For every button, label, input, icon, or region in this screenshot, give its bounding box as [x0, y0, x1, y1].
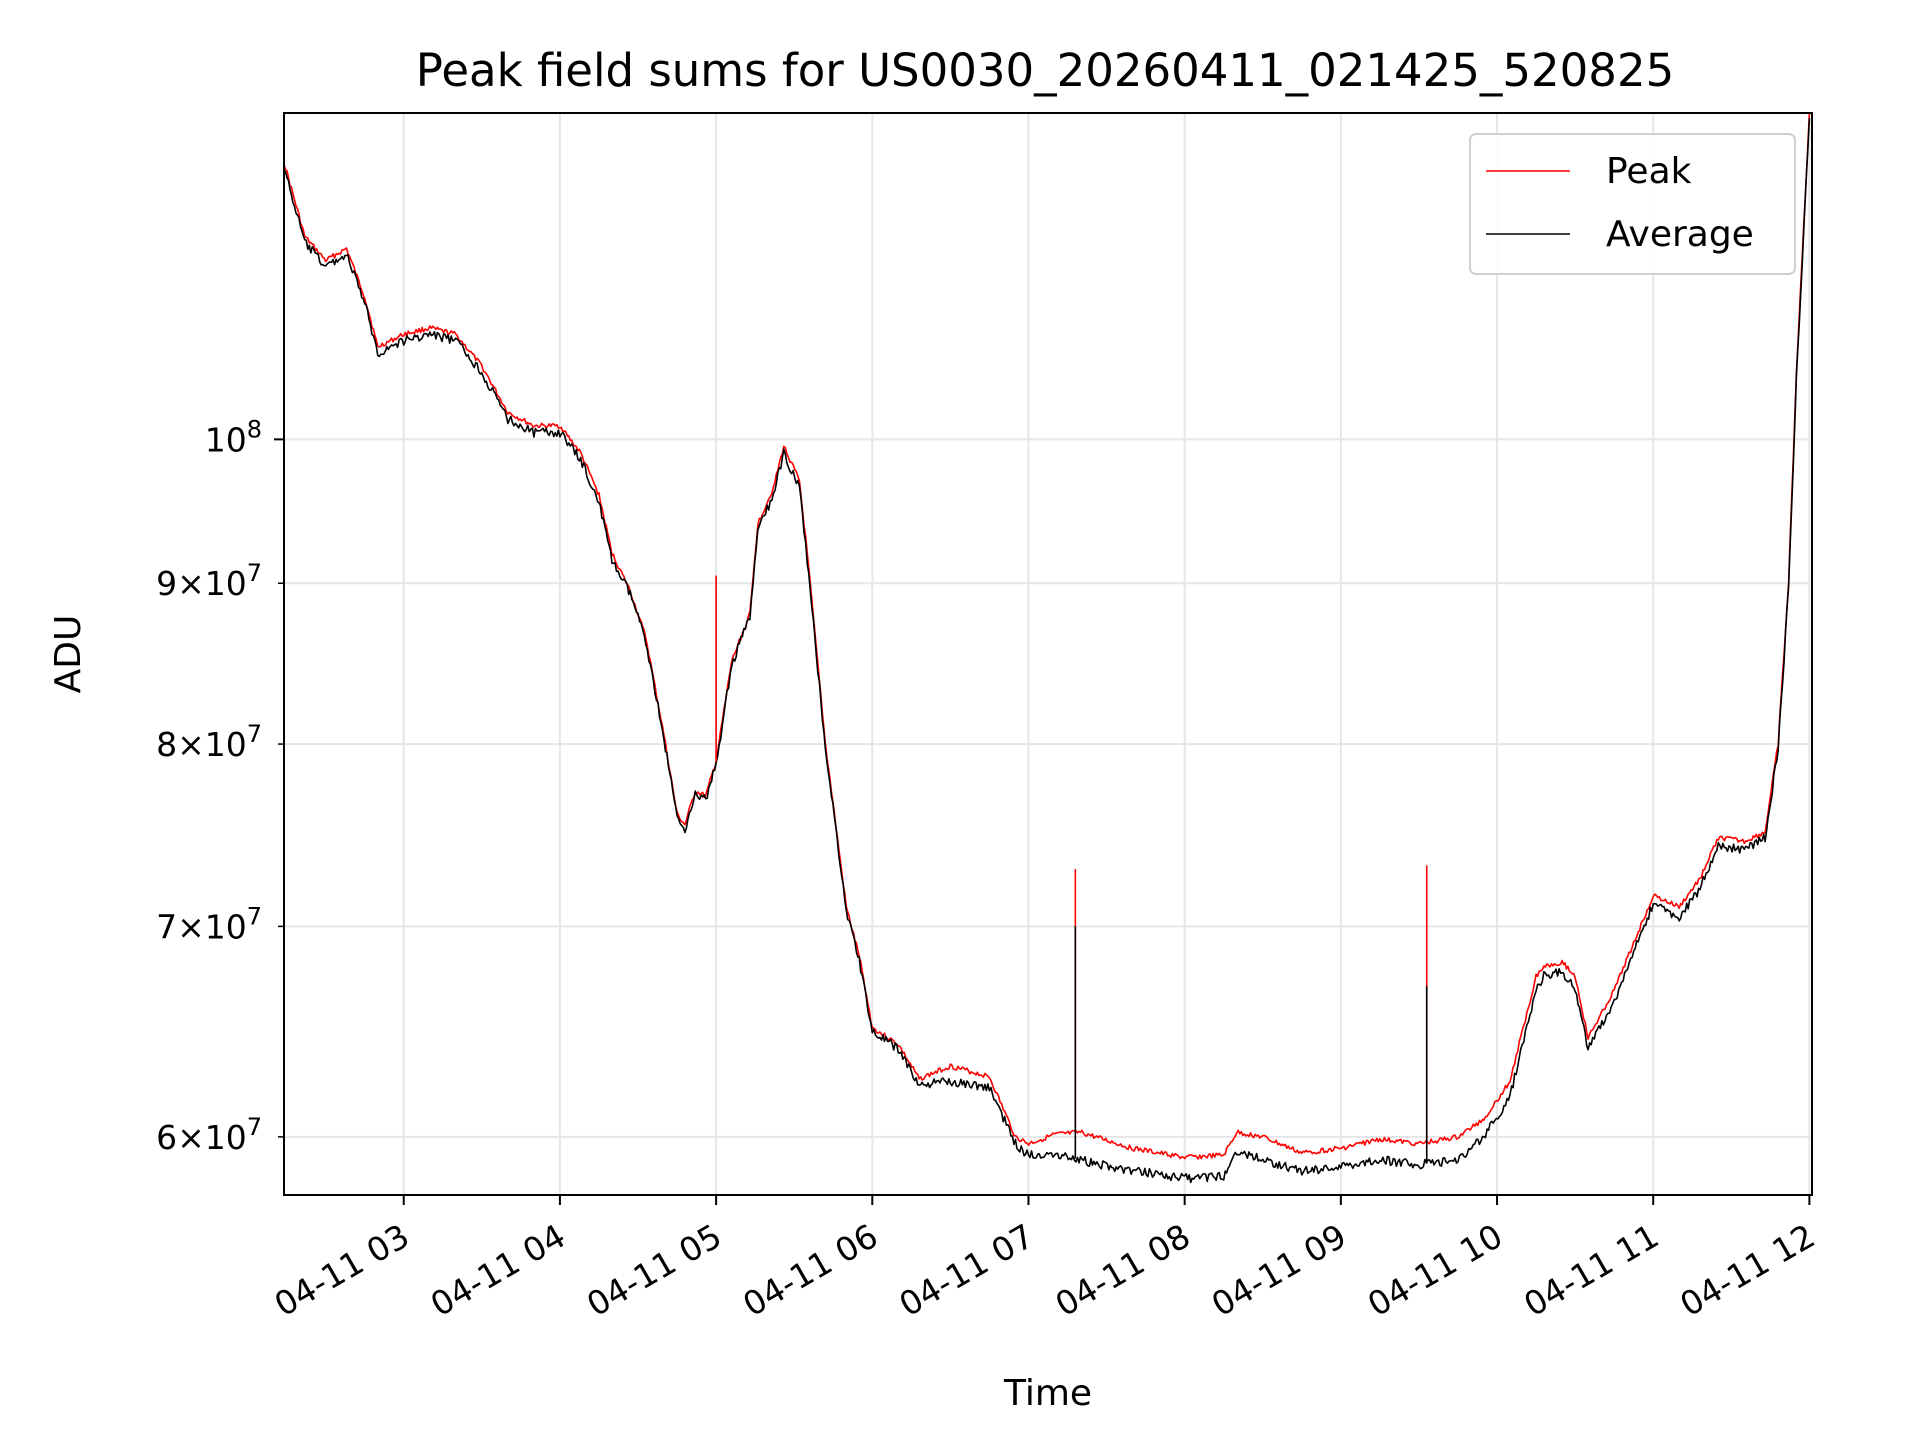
series-line-peak	[284, 113, 1811, 1160]
legend-label-peak: Peak	[1606, 151, 1692, 192]
series-line-average	[284, 118, 1811, 1184]
plot-frame	[283, 112, 1813, 1196]
y-tick-label: 8×107	[156, 720, 262, 764]
legend: Peak Average	[1469, 133, 1796, 275]
y-tick-label: 9×107	[156, 559, 262, 603]
chart-title: Peak field sums for US0030_20260411_0214…	[416, 44, 1674, 97]
series-layer	[284, 113, 1811, 1184]
y-tick-label: 6×107	[156, 1113, 262, 1157]
legend-label-average: Average	[1606, 214, 1754, 255]
y-axis-label: ADU	[48, 615, 89, 694]
legend-box	[1469, 133, 1796, 275]
y-tick-label: 7×107	[156, 902, 262, 946]
x-axis-label: Time	[1003, 1373, 1092, 1414]
